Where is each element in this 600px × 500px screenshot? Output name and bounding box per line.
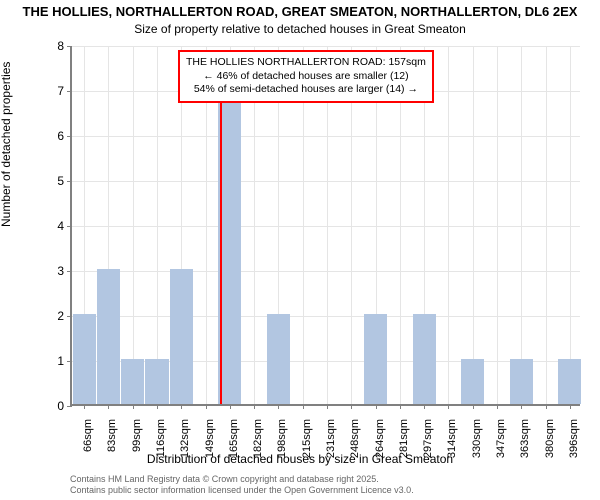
xtick-label: 132sqm xyxy=(179,419,193,479)
ytick-label: 1 xyxy=(34,354,64,368)
ytick-mark xyxy=(67,91,72,92)
xtick-label: 182sqm xyxy=(252,419,266,479)
annotation-line: 54% of semi-detached houses are larger (… xyxy=(186,83,426,97)
histogram-bar xyxy=(97,269,120,404)
xtick-mark xyxy=(473,404,474,409)
gridline-v xyxy=(546,46,547,404)
xtick-mark xyxy=(448,404,449,409)
xtick-mark xyxy=(546,404,547,409)
footer-line2: Contains public sector information licen… xyxy=(70,485,414,497)
gridline-v xyxy=(497,46,498,404)
ytick-label: 8 xyxy=(34,39,64,53)
y-axis-label: Number of detached properties xyxy=(0,62,13,227)
xtick-label: 347sqm xyxy=(495,419,509,479)
xtick-label: 281sqm xyxy=(398,419,412,479)
xtick-mark xyxy=(278,404,279,409)
gridline-v xyxy=(133,46,134,404)
xtick-label: 264sqm xyxy=(374,419,388,479)
gridline-v xyxy=(570,46,571,404)
annotation-line: ← 46% of detached houses are smaller (12… xyxy=(186,70,426,84)
xtick-mark xyxy=(376,404,377,409)
histogram-bar xyxy=(413,314,436,404)
histogram-bar xyxy=(461,359,484,404)
xtick-label: 165sqm xyxy=(228,419,242,479)
annotation-line: THE HOLLIES NORTHALLERTON ROAD: 157sqm xyxy=(186,56,426,70)
ytick-label: 4 xyxy=(34,219,64,233)
ytick-mark xyxy=(67,46,72,47)
histogram-bar xyxy=(145,359,168,404)
xtick-label: 248sqm xyxy=(349,419,363,479)
histogram-bar xyxy=(121,359,144,404)
annotation-box: THE HOLLIES NORTHALLERTON ROAD: 157sqm← … xyxy=(178,50,434,103)
xtick-mark xyxy=(181,404,182,409)
xtick-label: 314sqm xyxy=(446,419,460,479)
xtick-mark xyxy=(230,404,231,409)
ytick-label: 2 xyxy=(34,309,64,323)
xtick-label: 83sqm xyxy=(106,419,120,479)
xtick-label: 396sqm xyxy=(568,419,582,479)
xtick-mark xyxy=(424,404,425,409)
ytick-mark xyxy=(67,271,72,272)
ytick-mark xyxy=(67,226,72,227)
xtick-mark xyxy=(303,404,304,409)
gridline-h xyxy=(72,46,580,47)
xtick-mark xyxy=(206,404,207,409)
gridline-v xyxy=(157,46,158,404)
ytick-mark xyxy=(67,316,72,317)
xtick-mark xyxy=(497,404,498,409)
histogram-bar xyxy=(73,314,96,404)
xtick-mark xyxy=(133,404,134,409)
ytick-label: 0 xyxy=(34,399,64,413)
ytick-mark xyxy=(67,136,72,137)
gridline-v xyxy=(473,46,474,404)
xtick-label: 198sqm xyxy=(276,419,290,479)
ytick-label: 3 xyxy=(34,264,64,278)
chart-title-line1: THE HOLLIES, NORTHALLERTON ROAD, GREAT S… xyxy=(0,4,600,19)
xtick-label: 231sqm xyxy=(325,419,339,479)
xtick-mark xyxy=(400,404,401,409)
chart-title-line2: Size of property relative to detached ho… xyxy=(0,22,600,36)
ytick-label: 6 xyxy=(34,129,64,143)
xtick-mark xyxy=(84,404,85,409)
ytick-label: 7 xyxy=(34,84,64,98)
xtick-mark xyxy=(157,404,158,409)
histogram-bar xyxy=(267,314,290,404)
xtick-label: 297sqm xyxy=(422,419,436,479)
xtick-mark xyxy=(570,404,571,409)
histogram-bar xyxy=(170,269,193,404)
gridline-h xyxy=(72,136,580,137)
xtick-mark xyxy=(521,404,522,409)
gridline-v xyxy=(448,46,449,404)
xtick-label: 363sqm xyxy=(519,419,533,479)
histogram-bar xyxy=(558,359,581,404)
xtick-label: 380sqm xyxy=(544,419,558,479)
xtick-mark xyxy=(108,404,109,409)
gridline-h xyxy=(72,271,580,272)
gridline-v xyxy=(521,46,522,404)
gridline-h xyxy=(72,316,580,317)
xtick-label: 99sqm xyxy=(131,419,145,479)
xtick-label: 330sqm xyxy=(471,419,485,479)
xtick-mark xyxy=(254,404,255,409)
xtick-label: 66sqm xyxy=(82,419,96,479)
highlight-marker xyxy=(220,89,222,404)
xtick-mark xyxy=(351,404,352,409)
xtick-label: 149sqm xyxy=(204,419,218,479)
ytick-mark xyxy=(67,361,72,362)
ytick-mark xyxy=(67,181,72,182)
ytick-mark xyxy=(67,406,72,407)
xtick-label: 215sqm xyxy=(301,419,315,479)
gridline-h xyxy=(72,181,580,182)
xtick-mark xyxy=(327,404,328,409)
ytick-label: 5 xyxy=(34,174,64,188)
histogram-bar xyxy=(510,359,533,404)
xtick-label: 116sqm xyxy=(155,419,169,479)
histogram-bar xyxy=(364,314,387,404)
gridline-h xyxy=(72,226,580,227)
